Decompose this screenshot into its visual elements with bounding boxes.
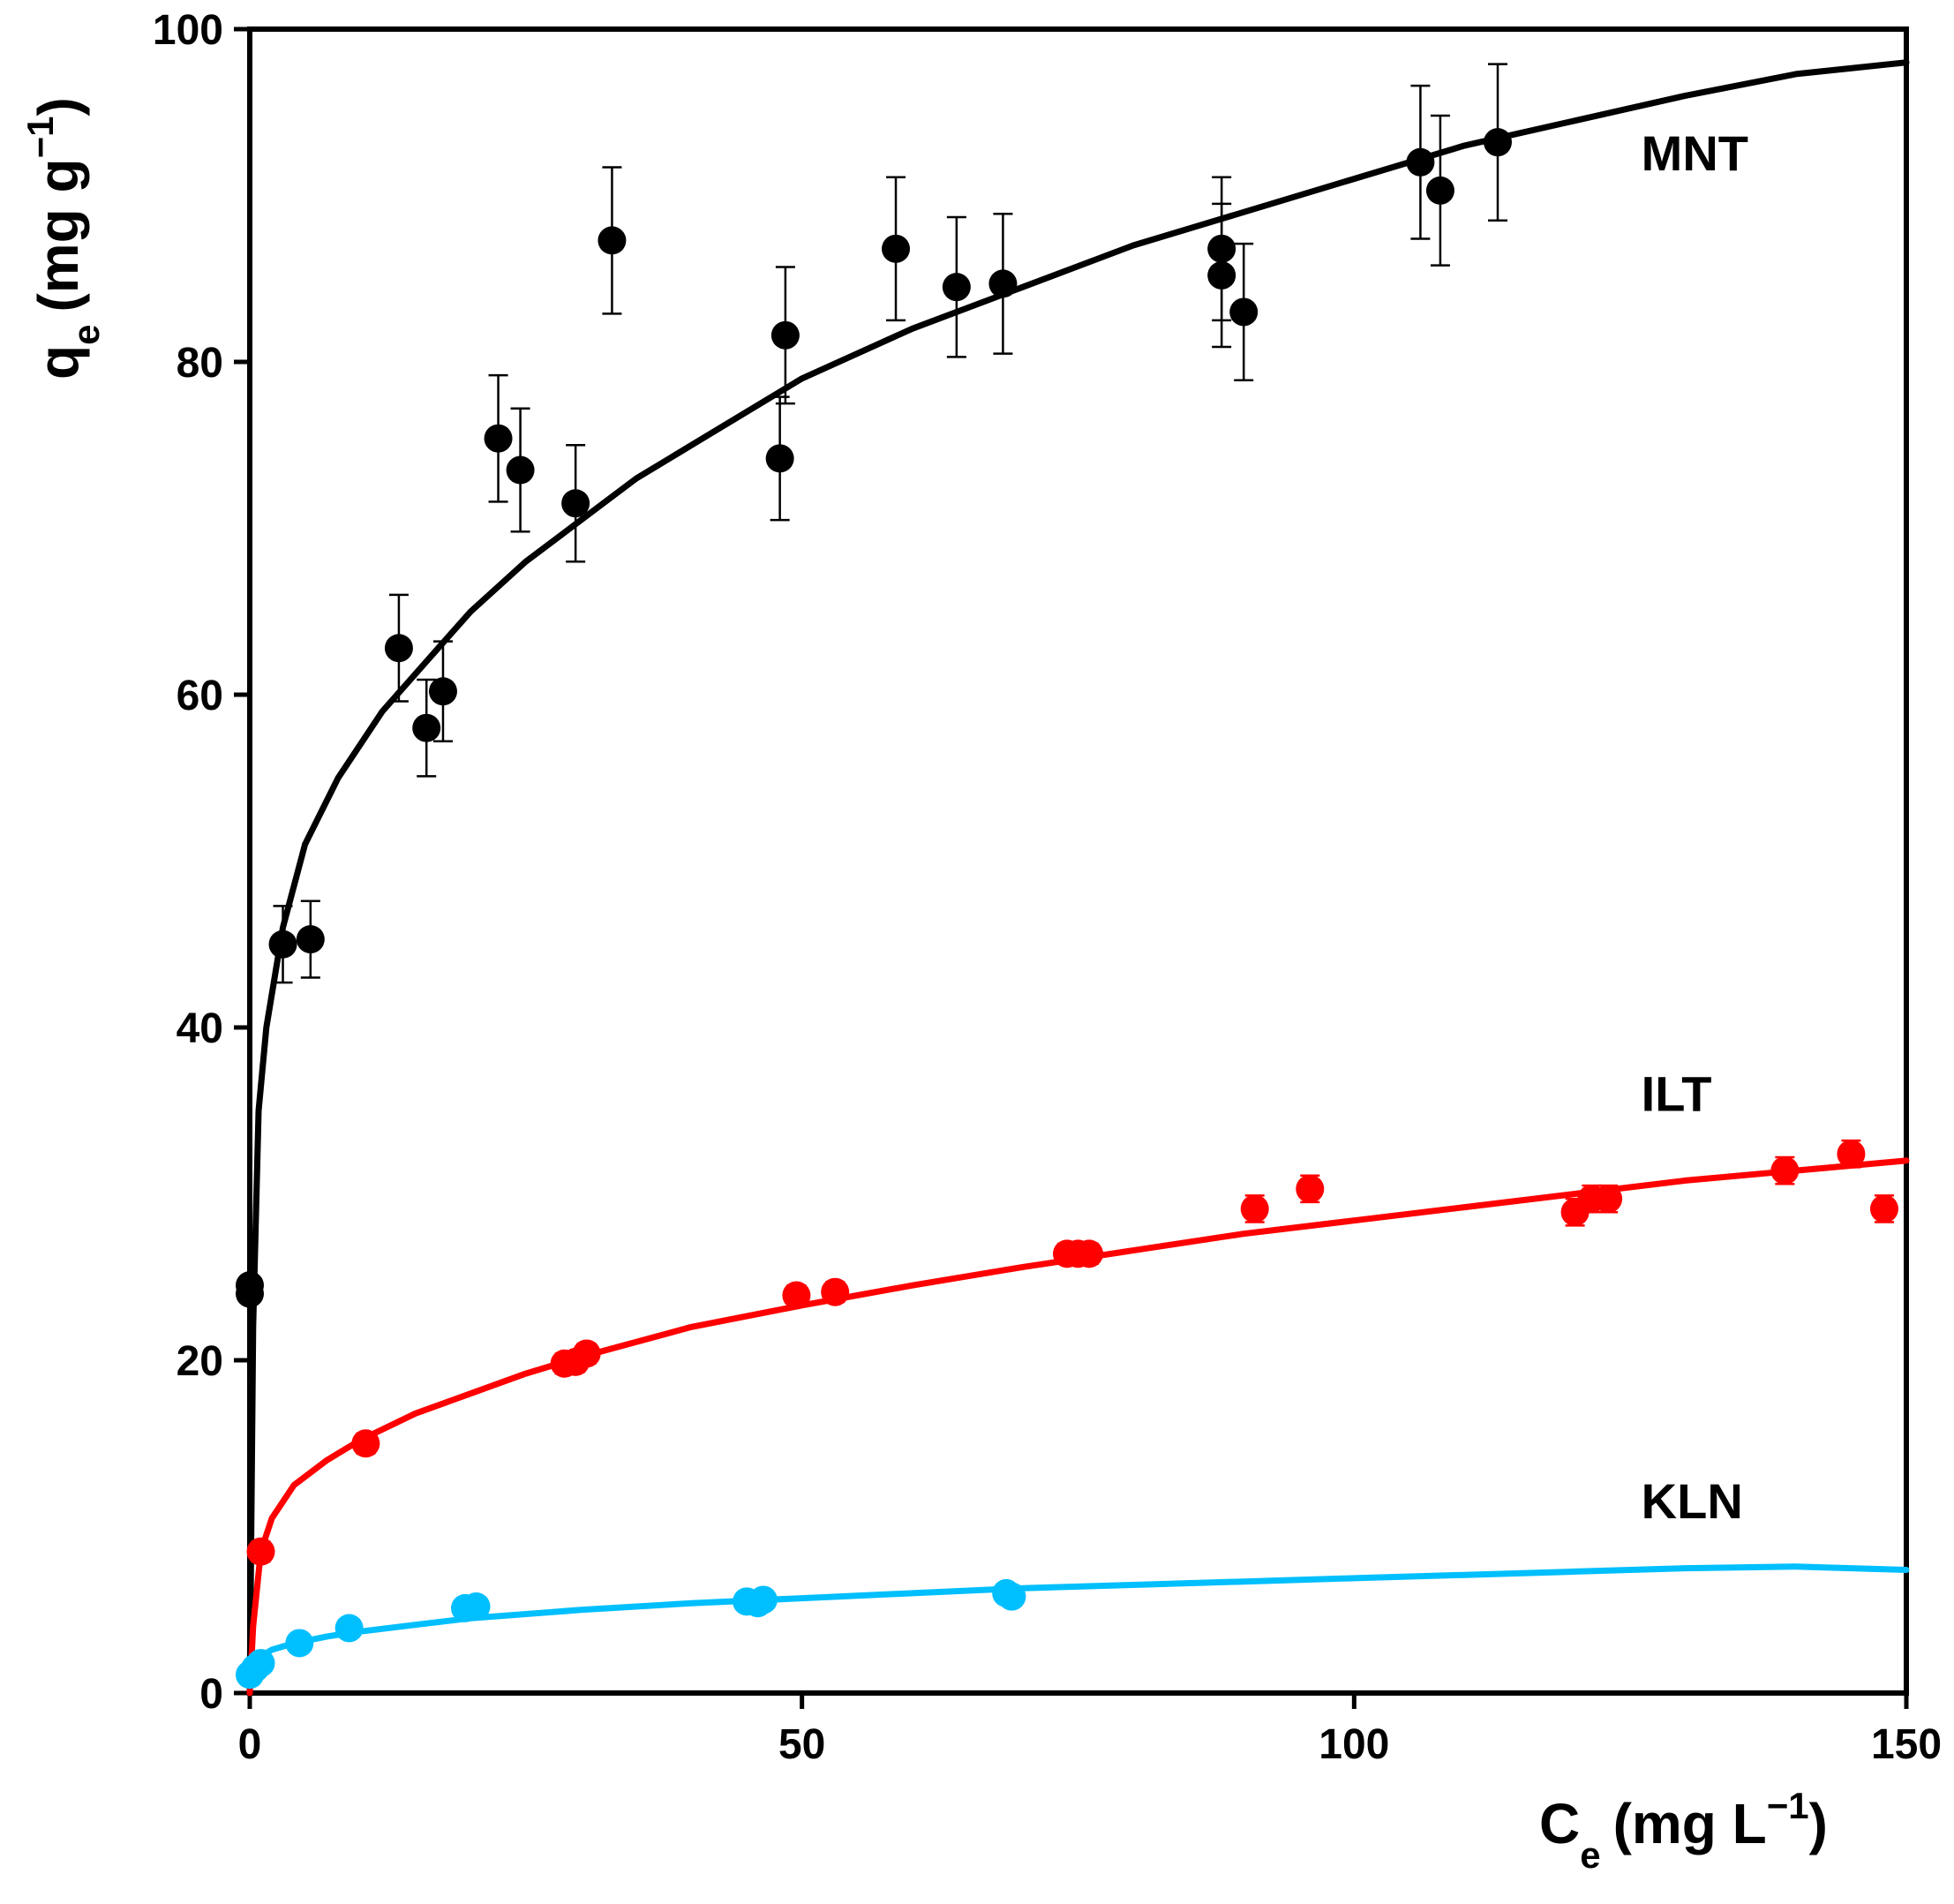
data-point-mnt [1229, 297, 1259, 327]
data-point-mnt [236, 1279, 264, 1308]
y-axis-title-sub: e [65, 325, 107, 345]
y-tick-label: 60 [177, 673, 223, 719]
data-point-ilt [1075, 1239, 1104, 1268]
data-point-mnt [988, 269, 1018, 298]
data-point-mnt [296, 925, 325, 954]
data-point-mnt [942, 273, 971, 302]
x-tick-label: 150 [1871, 1721, 1942, 1768]
data-point-mnt [1207, 260, 1236, 290]
x-axis-title-sup: −1 [1767, 1785, 1809, 1826]
data-point-ilt [1296, 1174, 1325, 1203]
x-tick-label: 100 [1319, 1721, 1389, 1768]
error-bars [251, 63, 1894, 1563]
y-axis-title: qe (mg g−1) [19, 97, 107, 380]
x-axis-title-sub: e [1580, 1834, 1600, 1876]
fit-curve-mnt [246, 59, 1910, 1697]
data-point-mnt [384, 634, 413, 663]
data-point-mnt [1425, 176, 1454, 205]
x-axis-title-close: ) [1809, 1792, 1828, 1855]
data-points [236, 128, 1898, 1690]
data-point-ilt [351, 1429, 380, 1458]
y-tick-label: 80 [177, 340, 223, 387]
data-point-mnt [1484, 128, 1513, 157]
x-axis-title: Ce (mg L−1) [1539, 1785, 1828, 1876]
x-tick-label: 0 [238, 1721, 262, 1768]
y-tick-label: 20 [177, 1338, 223, 1385]
y-axis-title-main: q [26, 345, 90, 380]
y-tick-label: 40 [177, 1005, 223, 1052]
series-label-mnt: MNT [1642, 125, 1748, 181]
data-point-mnt [428, 677, 457, 706]
data-point-kln [285, 1629, 314, 1658]
data-point-kln [334, 1614, 364, 1643]
y-axis-title-units: (mg g [26, 158, 90, 312]
fit-curve-kln [246, 1563, 1910, 1676]
data-point-mnt [770, 320, 800, 350]
data-point-ilt [1869, 1194, 1898, 1223]
data-point-ilt [1240, 1194, 1269, 1223]
series-labels: MNT ILT KLN [1642, 125, 1748, 1529]
y-tick-label: 100 [153, 7, 223, 54]
data-point-ilt [821, 1277, 850, 1306]
data-point-mnt [268, 929, 297, 959]
data-point-mnt [506, 455, 535, 485]
data-point-kln [997, 1582, 1026, 1611]
y-axis-title-close: ) [26, 97, 90, 116]
fit-curve-ilt [246, 1157, 1910, 1697]
data-point-mnt [561, 489, 590, 518]
data-point-mnt [597, 226, 627, 255]
data-point-ilt [1594, 1185, 1623, 1214]
y-axis-ticks: 0 20 40 60 80 100 [153, 7, 250, 1718]
data-point-kln [246, 1649, 275, 1678]
data-point-ilt [1770, 1156, 1800, 1185]
y-axis-title-sup: −1 [19, 116, 61, 158]
data-point-mnt [1406, 147, 1435, 177]
data-point-ilt [782, 1281, 811, 1310]
data-point-kln [748, 1585, 778, 1614]
x-tick-label: 50 [778, 1721, 825, 1768]
series-label-ilt: ILT [1642, 1065, 1712, 1121]
data-point-ilt [572, 1339, 601, 1368]
data-point-mnt [765, 444, 794, 473]
x-axis-title-units: (mg L [1613, 1792, 1767, 1855]
data-point-mnt [1207, 234, 1236, 263]
x-axis-ticks: 0 50 100 150 [238, 1693, 1942, 1768]
data-point-mnt [412, 713, 441, 742]
fit-curves [246, 59, 1910, 1697]
data-point-ilt [1837, 1140, 1866, 1169]
data-point-ilt [246, 1537, 275, 1566]
data-point-mnt [882, 234, 911, 263]
data-point-mnt [484, 424, 513, 453]
y-tick-label: 0 [199, 1671, 223, 1718]
data-point-kln [462, 1592, 491, 1621]
x-axis-title-main: C [1539, 1792, 1580, 1855]
series-label-kln: KLN [1642, 1473, 1743, 1529]
plot-frame [247, 26, 1909, 1696]
plot-area-border [247, 26, 1909, 1696]
